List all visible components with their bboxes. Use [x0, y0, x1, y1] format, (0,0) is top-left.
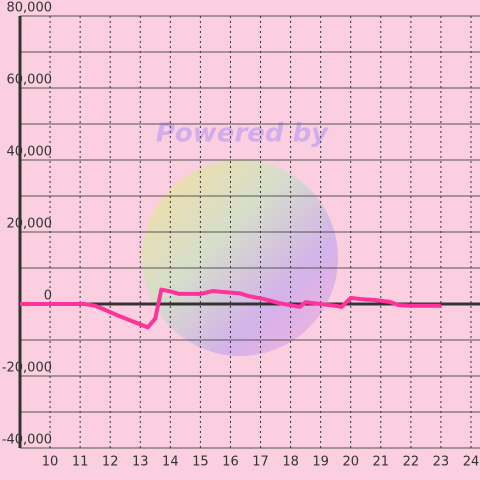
x-tick-label: 18: [282, 455, 299, 470]
x-tick-label: 14: [162, 455, 179, 470]
data-line: [20, 287, 441, 330]
y-tick-label: -40,000: [2, 433, 52, 448]
x-tick-label: 20: [342, 455, 359, 470]
x-tick-label: 24: [463, 455, 480, 470]
y-tick-label: 40,000: [7, 145, 53, 160]
x-tick-label: 11: [72, 455, 89, 470]
x-tick-label: 21: [373, 455, 390, 470]
x-tick-label: 15: [192, 455, 209, 470]
x-tick-label: 12: [102, 455, 119, 470]
y-tick-label: 0: [44, 289, 52, 304]
x-tick-label: 13: [132, 455, 149, 470]
x-tick-label: 22: [403, 455, 420, 470]
watermark-logo: [142, 160, 338, 356]
x-tick-label: 16: [222, 455, 239, 470]
x-tick-label: 17: [252, 455, 269, 470]
watermark-text: Powered by: [156, 119, 329, 149]
x-tick-label: 10: [42, 455, 59, 470]
x-tick-label: 23: [433, 455, 450, 470]
y-tick-label: 20,000: [7, 217, 53, 232]
x-tick-label: 19: [312, 455, 329, 470]
y-tick-label: 60,000: [7, 73, 53, 88]
y-tick-label: -20,000: [2, 361, 52, 376]
y-tick-label: 80,000: [7, 1, 53, 16]
